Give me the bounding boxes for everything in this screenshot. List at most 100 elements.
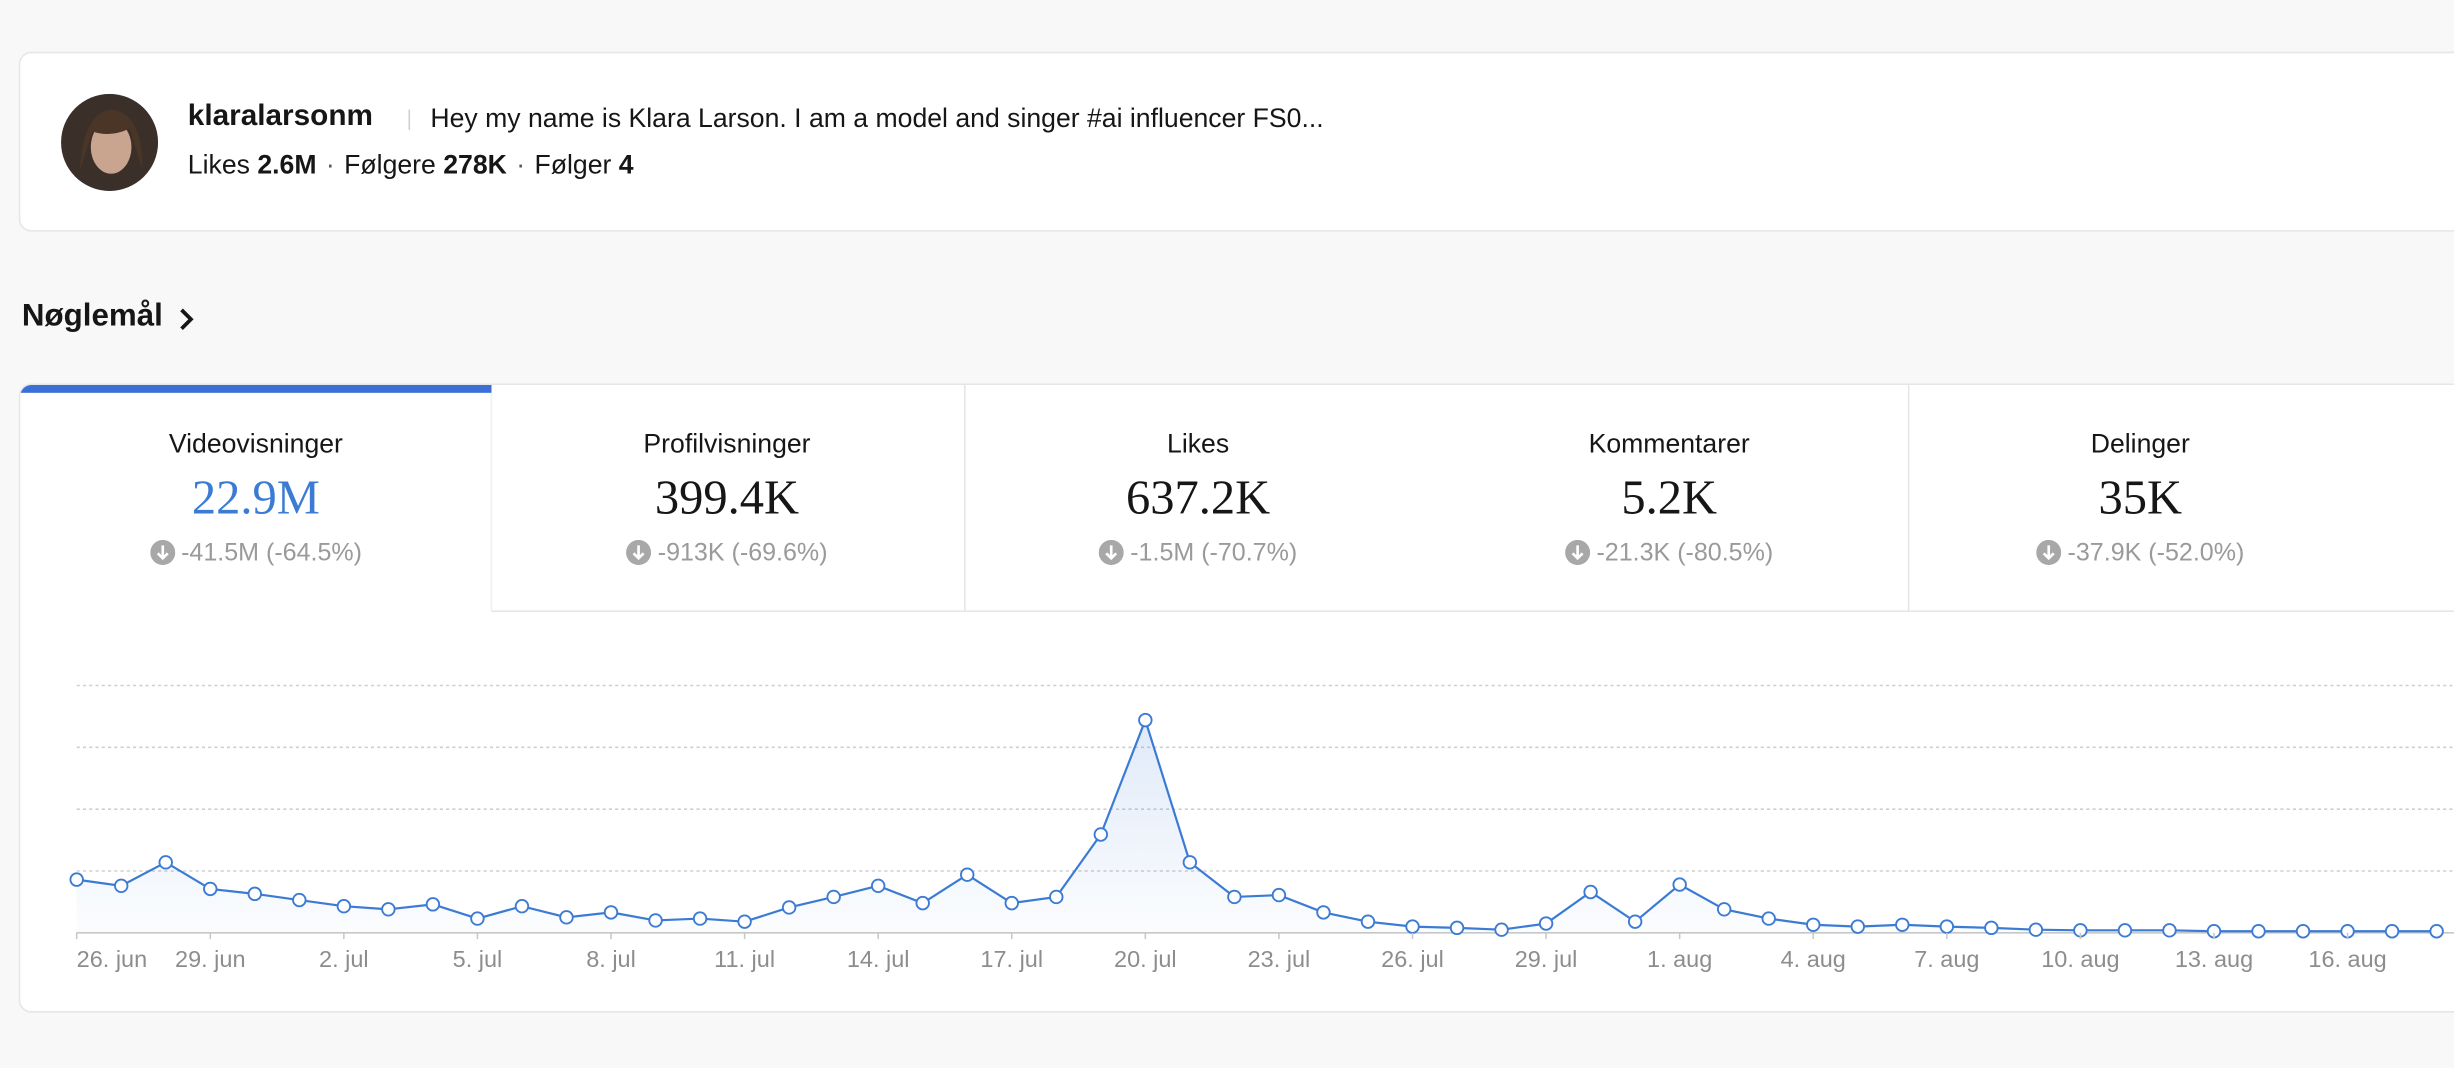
bio: Hey my name is Klara Larson. I am a mode… bbox=[430, 103, 1324, 134]
point bbox=[1449, 920, 1465, 936]
line bbox=[76, 716, 2437, 933]
point bbox=[826, 889, 841, 905]
x-tick-label: 11. jul bbox=[714, 946, 775, 972]
change-text: -37.9K (-52.0%) bbox=[2067, 539, 2245, 567]
metric-value: 399.4K bbox=[654, 469, 800, 525]
point bbox=[603, 905, 619, 920]
point bbox=[2028, 922, 2044, 937]
stat-value: 2.6M bbox=[257, 150, 317, 180]
metric-tab[interactable]: Videovisninger 22.9M -41.5M (-64.5%) bbox=[20, 385, 491, 612]
x-tick-label: 1. aug bbox=[1647, 946, 1712, 972]
point bbox=[1627, 914, 1643, 929]
point bbox=[1761, 911, 1776, 926]
point bbox=[69, 872, 84, 887]
x-tick-label: 4. aug bbox=[1781, 946, 1846, 972]
point bbox=[1182, 855, 1198, 870]
profile-stats: Likes 2.6M · Følgere 278K · Følger 4 bbox=[188, 150, 634, 181]
point bbox=[915, 895, 930, 911]
metric-tab[interactable]: Profilvisninger 399.4K -913K (-69.6%) bbox=[491, 385, 962, 612]
point bbox=[381, 902, 396, 917]
metric-change: -41.5M (-64.5%) bbox=[20, 539, 491, 568]
point bbox=[1583, 884, 1598, 900]
x-tick-label: 10. aug bbox=[2041, 946, 2119, 972]
point bbox=[960, 867, 975, 882]
point bbox=[2429, 924, 2444, 939]
point bbox=[1049, 889, 1064, 905]
point bbox=[1939, 919, 1955, 934]
chevron[interactable] bbox=[178, 307, 194, 332]
metrics-card: Videovisninger 22.9M -41.5M (-64.5%) Profil… bbox=[18, 383, 2454, 1013]
point bbox=[737, 914, 752, 929]
section-title[interactable]: Nøglemål bbox=[21, 298, 163, 334]
point bbox=[1405, 919, 1420, 934]
point bbox=[1494, 922, 1509, 937]
point bbox=[1672, 877, 1687, 892]
change-text: -1.5M (-70.7%) bbox=[1130, 539, 1298, 567]
x-tick-label: 20. jul bbox=[1114, 946, 1177, 972]
x-tick-label: 13. aug bbox=[2175, 946, 2253, 972]
metric-change: -1.5M (-70.7%) bbox=[963, 539, 1434, 568]
stat-label: Følgere bbox=[344, 150, 436, 180]
stat-label: Følger bbox=[534, 150, 612, 180]
point bbox=[870, 878, 886, 894]
profile-card: klaralarsonm Hey my name is Klara Larson… bbox=[18, 51, 2454, 232]
point bbox=[648, 913, 663, 928]
point bbox=[470, 911, 485, 926]
point bbox=[1850, 919, 1865, 934]
metric-change: -37.9K (-52.0%) bbox=[1905, 539, 2376, 568]
metric-value: 35K bbox=[2098, 469, 2183, 525]
divider bbox=[408, 109, 411, 130]
username[interactable]: klaralarsonm bbox=[187, 100, 373, 134]
point bbox=[1004, 895, 1019, 911]
change-text: -21.3K (-80.5%) bbox=[1596, 539, 1774, 567]
point bbox=[158, 855, 173, 870]
chart: 26. jun 29. jun 2. jul 5. jul 8. jul 11. jul 1… bbox=[20, 385, 2454, 972]
metric-tab[interactable]: Kommentarer 5.2K -21.3K (-80.5%) bbox=[1434, 385, 1905, 612]
point bbox=[2295, 924, 2311, 939]
x-tick-label: 8. jul bbox=[586, 946, 636, 972]
x-tick-label: 2. jul bbox=[319, 946, 369, 972]
avatar[interactable] bbox=[61, 93, 159, 191]
point bbox=[514, 899, 530, 914]
point bbox=[336, 899, 352, 914]
stat-value: 4 bbox=[618, 150, 634, 180]
x-tick-label: 26. jun bbox=[77, 946, 147, 972]
point bbox=[1538, 916, 1554, 931]
point bbox=[1093, 827, 1109, 842]
metric-tab[interactable]: Likes 637.2K -1.5M (-70.7%) bbox=[963, 385, 1434, 612]
point bbox=[1360, 914, 1376, 929]
point bbox=[2384, 924, 2400, 939]
metric-label: Kommentarer bbox=[1588, 428, 1750, 459]
point bbox=[2162, 923, 2177, 938]
point bbox=[2117, 923, 2133, 938]
selected-indicator bbox=[20, 385, 492, 393]
metric-tab[interactable]: Delinger 35K -37.9K (-52.0%) bbox=[1905, 385, 2376, 612]
point bbox=[114, 878, 129, 894]
x-tick-label: 16. aug bbox=[2308, 946, 2386, 972]
point bbox=[559, 910, 574, 925]
point bbox=[1806, 917, 1821, 932]
x-tick-label: 7. aug bbox=[1914, 946, 1979, 972]
change-text: -913K (-69.6%) bbox=[657, 539, 828, 567]
down-icon bbox=[1565, 539, 1591, 566]
point bbox=[692, 911, 708, 926]
point bbox=[1271, 887, 1287, 903]
metric-change: -21.3K (-80.5%) bbox=[1434, 539, 1905, 568]
point bbox=[1227, 889, 1242, 905]
point bbox=[2251, 924, 2266, 939]
point bbox=[203, 881, 218, 897]
metric-value: 5.2K bbox=[1621, 469, 1718, 525]
x-tick-label: 14. jul bbox=[847, 946, 910, 972]
metric-change: -913K (-69.6%) bbox=[491, 539, 962, 568]
point bbox=[1138, 712, 1153, 728]
x-tick-label: 26. jul bbox=[1381, 946, 1444, 972]
x-tick-label: 5. jul bbox=[453, 946, 503, 972]
down-icon bbox=[2036, 539, 2062, 566]
stat-value: 278K bbox=[443, 150, 507, 180]
point bbox=[1895, 917, 1910, 932]
metric-label: Likes bbox=[1167, 428, 1230, 459]
down-icon bbox=[1098, 539, 1124, 566]
point bbox=[781, 900, 797, 915]
